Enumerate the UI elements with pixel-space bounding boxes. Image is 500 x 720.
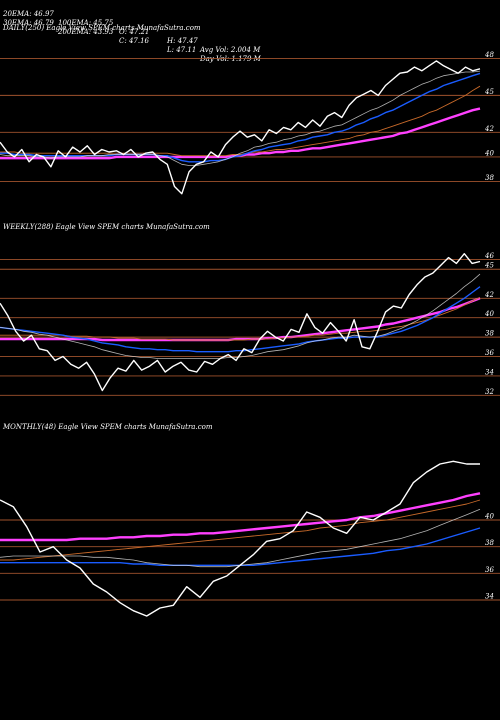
header-row-2: 30EMA: 46.79 200EMA: 43.93 C: 47.16 L: 4… xyxy=(3,10,261,64)
daily-ema200-line xyxy=(0,107,481,160)
avg-vol-readout: Avg Vol: 2.004 M xyxy=(200,46,261,54)
weekly-y-tick-label: 36 xyxy=(485,349,494,357)
monthly-y-tick-label: 40 xyxy=(484,513,494,521)
weekly-price-line xyxy=(0,252,481,392)
weekly-y-tick-label: 45 xyxy=(484,262,494,270)
daily-y-tick-label: 42 xyxy=(484,125,494,133)
daily-y-tick-label: 38 xyxy=(485,174,494,182)
close-readout: C: 47.16 xyxy=(119,37,149,45)
monthly-y-tick-label: 34 xyxy=(485,593,494,601)
weekly-ema200-line xyxy=(0,297,481,342)
monthly-ema200-line xyxy=(0,492,481,542)
ema20-readout: 20EMA: 46.97 xyxy=(3,10,54,18)
monthly-y-tick-label: 38 xyxy=(485,539,494,547)
weekly-ema100-line xyxy=(0,296,481,341)
daily-panel-title: DAILY(250) Eagle View SPEM charts Munafa… xyxy=(3,24,201,32)
weekly-y-tick-label: 40 xyxy=(484,310,494,318)
ema30-readout: 30EMA: 46.79 xyxy=(3,19,54,27)
daily-y-tick-label: 45 xyxy=(484,88,494,96)
daily-price-line xyxy=(0,60,481,195)
open-readout: O: 47.21 xyxy=(119,28,150,36)
low-readout: L: 47.11 xyxy=(167,46,197,54)
ema100-readout: 100EMA: 45.75 xyxy=(58,19,114,27)
weekly-y-tick-label: 42 xyxy=(484,291,494,299)
monthly-ema100-line xyxy=(0,499,481,561)
weekly-y-tick-label: 46 xyxy=(484,252,494,260)
high-readout: H: 47.47 xyxy=(167,37,198,45)
weekly-ema20-line xyxy=(0,273,481,359)
weekly-y-tick-label: 38 xyxy=(485,330,494,338)
daily-y-tick-label: 40 xyxy=(484,149,494,157)
header-row-1: 20EMA: 46.97 100EMA: 45.75 O: 47.21 H: 4… xyxy=(3,1,260,55)
monthly-y-tick-label: 36 xyxy=(485,566,494,574)
monthly-price-line xyxy=(0,460,480,617)
weekly-ema30-line xyxy=(0,286,481,353)
daily-ema20-line xyxy=(0,70,481,166)
daily-ema30-line xyxy=(0,72,481,163)
monthly-panel-title: MONTHLY(48) Eagle View SPEM charts Munaf… xyxy=(3,423,213,431)
ema200-readout: 200EMA: 43.93 xyxy=(58,28,114,36)
monthly-ema20-line xyxy=(0,508,481,568)
daily-y-tick-label: 48 xyxy=(484,51,494,59)
day-vol-readout: Day Vol: 1.179 M xyxy=(200,55,261,63)
weekly-y-tick-label: 34 xyxy=(485,368,494,376)
weekly-panel-title: WEEKLY(288) Eagle View SPEM charts Munaf… xyxy=(3,223,210,231)
weekly-y-tick-label: 32 xyxy=(485,388,494,396)
daily-ema100-line xyxy=(0,85,481,157)
